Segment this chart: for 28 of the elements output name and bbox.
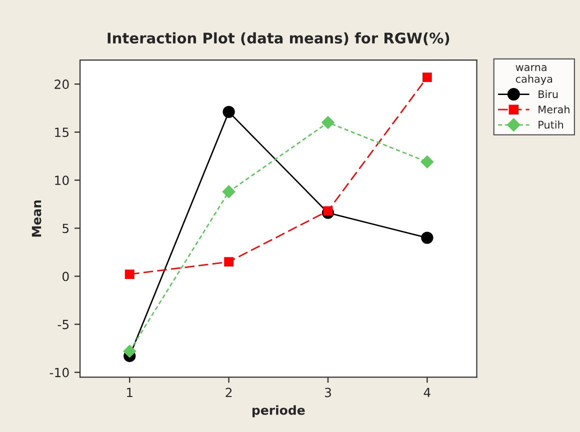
legend-title: warna cahaya: [516, 65, 552, 85]
point: [124, 270, 134, 280]
legend-label: Merah: [538, 105, 570, 114]
point: [222, 185, 236, 198]
point: [323, 206, 333, 216]
y-tick-label: 15: [55, 128, 69, 138]
y-tick-label: 5: [62, 224, 69, 234]
x-axis-title: periode: [252, 405, 305, 418]
y-tick-label: 0: [62, 272, 69, 282]
point: [422, 72, 432, 82]
y-tick-label: 10: [55, 176, 69, 186]
x-tick-label: 2: [226, 388, 232, 398]
point: [222, 106, 235, 118]
y-tick-label: -5: [58, 320, 69, 330]
y-axis-title: Mean: [32, 200, 42, 237]
point: [224, 257, 234, 267]
y-tick-label: -10: [50, 368, 69, 378]
point: [322, 116, 334, 129]
x-tick-label: 4: [424, 388, 430, 398]
point: [421, 232, 434, 244]
point: [123, 344, 136, 358]
legend-label: Biru: [538, 90, 558, 98]
x-tick-label: 1: [127, 388, 132, 398]
x-tick-label: 3: [324, 388, 331, 398]
legend-label: Putih: [538, 120, 564, 129]
point: [420, 155, 434, 168]
chart-title: Interaction Plot (data means) for RGW(%): [108, 32, 450, 46]
y-tick-label: 20: [54, 80, 69, 89]
